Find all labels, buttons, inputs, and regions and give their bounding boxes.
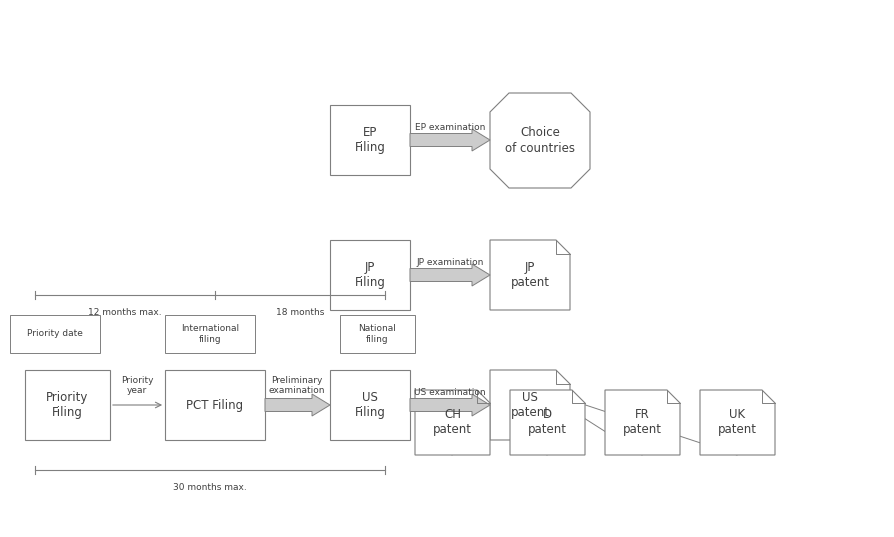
Polygon shape — [415, 390, 489, 455]
Polygon shape — [489, 370, 569, 440]
FancyBboxPatch shape — [164, 370, 265, 440]
Polygon shape — [510, 390, 585, 455]
Text: Preliminary
examination: Preliminary examination — [268, 375, 325, 395]
Text: JP examination: JP examination — [416, 258, 483, 267]
Polygon shape — [409, 264, 489, 286]
Text: JP
patent: JP patent — [510, 261, 549, 289]
Text: D
patent: D patent — [527, 409, 567, 437]
Text: JP
Filing: JP Filing — [354, 261, 385, 289]
Polygon shape — [699, 390, 774, 455]
FancyBboxPatch shape — [25, 370, 110, 440]
Text: Priority
Filing: Priority Filing — [46, 391, 89, 419]
Text: 18 months: 18 months — [275, 308, 324, 317]
Polygon shape — [409, 394, 489, 416]
Text: US
Filing: US Filing — [354, 391, 385, 419]
FancyBboxPatch shape — [330, 370, 409, 440]
Polygon shape — [489, 240, 569, 310]
Text: Choice
of countries: Choice of countries — [504, 127, 574, 155]
Text: National
filing: National filing — [358, 324, 396, 344]
Text: UK
patent: UK patent — [717, 409, 756, 437]
Text: Priority
year: Priority year — [121, 375, 153, 395]
FancyBboxPatch shape — [10, 315, 100, 353]
Polygon shape — [265, 394, 330, 416]
Text: CH
patent: CH patent — [433, 409, 471, 437]
Text: US examination: US examination — [414, 388, 485, 397]
Polygon shape — [489, 93, 589, 188]
Text: Priority date: Priority date — [27, 330, 83, 338]
Text: FR
patent: FR patent — [622, 409, 662, 437]
Text: US
patent: US patent — [510, 391, 549, 419]
FancyBboxPatch shape — [164, 315, 255, 353]
FancyBboxPatch shape — [340, 315, 415, 353]
FancyBboxPatch shape — [330, 105, 409, 175]
FancyBboxPatch shape — [330, 240, 409, 310]
Text: 30 months max.: 30 months max. — [173, 483, 247, 492]
Text: PCT Filing: PCT Filing — [186, 398, 243, 411]
Polygon shape — [604, 390, 679, 455]
Text: EP examination: EP examination — [414, 123, 485, 132]
Text: International
filing: International filing — [181, 324, 239, 344]
Text: 12 months max.: 12 months max. — [89, 308, 162, 317]
Polygon shape — [409, 129, 489, 151]
Text: EP
Filing: EP Filing — [354, 126, 385, 154]
